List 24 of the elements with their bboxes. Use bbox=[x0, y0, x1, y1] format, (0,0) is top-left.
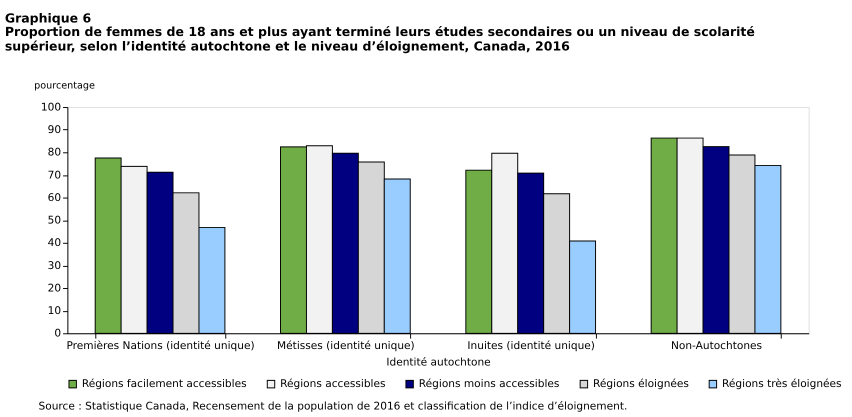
y-tick-label: 10 bbox=[48, 305, 62, 318]
legend-label: Régions facilement accessibles bbox=[82, 378, 247, 390]
x-axis-title: Identité autochtone bbox=[386, 356, 491, 369]
y-tick-label: 90 bbox=[48, 124, 62, 136]
x-tick-label: Métisses (identité unique) bbox=[277, 340, 415, 352]
x-tick-label: Premières Nations (identité unique) bbox=[66, 340, 255, 352]
y-tick-label: 0 bbox=[54, 328, 62, 340]
chart-title: Graphique 6 bbox=[4, 10, 92, 26]
legend-label: Régions accessibles bbox=[280, 378, 386, 390]
source-note: Source : Statistique Canada, Recensement de la population de 2016 et classification de l’indice d’éloignement. bbox=[38, 400, 628, 412]
x-tick-label: Non-Autochtones bbox=[670, 340, 762, 352]
y-tick-label: 100 bbox=[40, 101, 62, 114]
legend-label: Régions très éloignées bbox=[722, 378, 842, 390]
y-tick-label: 30 bbox=[48, 260, 62, 272]
y-tick-label: 60 bbox=[48, 192, 62, 204]
x-tick-label: Inuites (identité unique) bbox=[467, 340, 595, 352]
legend-label: Régions éloignées bbox=[593, 378, 689, 390]
y-tick-label: 50 bbox=[48, 214, 62, 227]
y-tick-label: 70 bbox=[48, 169, 62, 182]
y-tick-label: 20 bbox=[48, 282, 62, 294]
legend-label: Régions moins accessibles bbox=[418, 378, 560, 390]
y-tick-label: 40 bbox=[48, 237, 62, 250]
y-tick-label: 80 bbox=[48, 146, 62, 159]
y-axis-title: pourcentage bbox=[34, 80, 96, 92]
